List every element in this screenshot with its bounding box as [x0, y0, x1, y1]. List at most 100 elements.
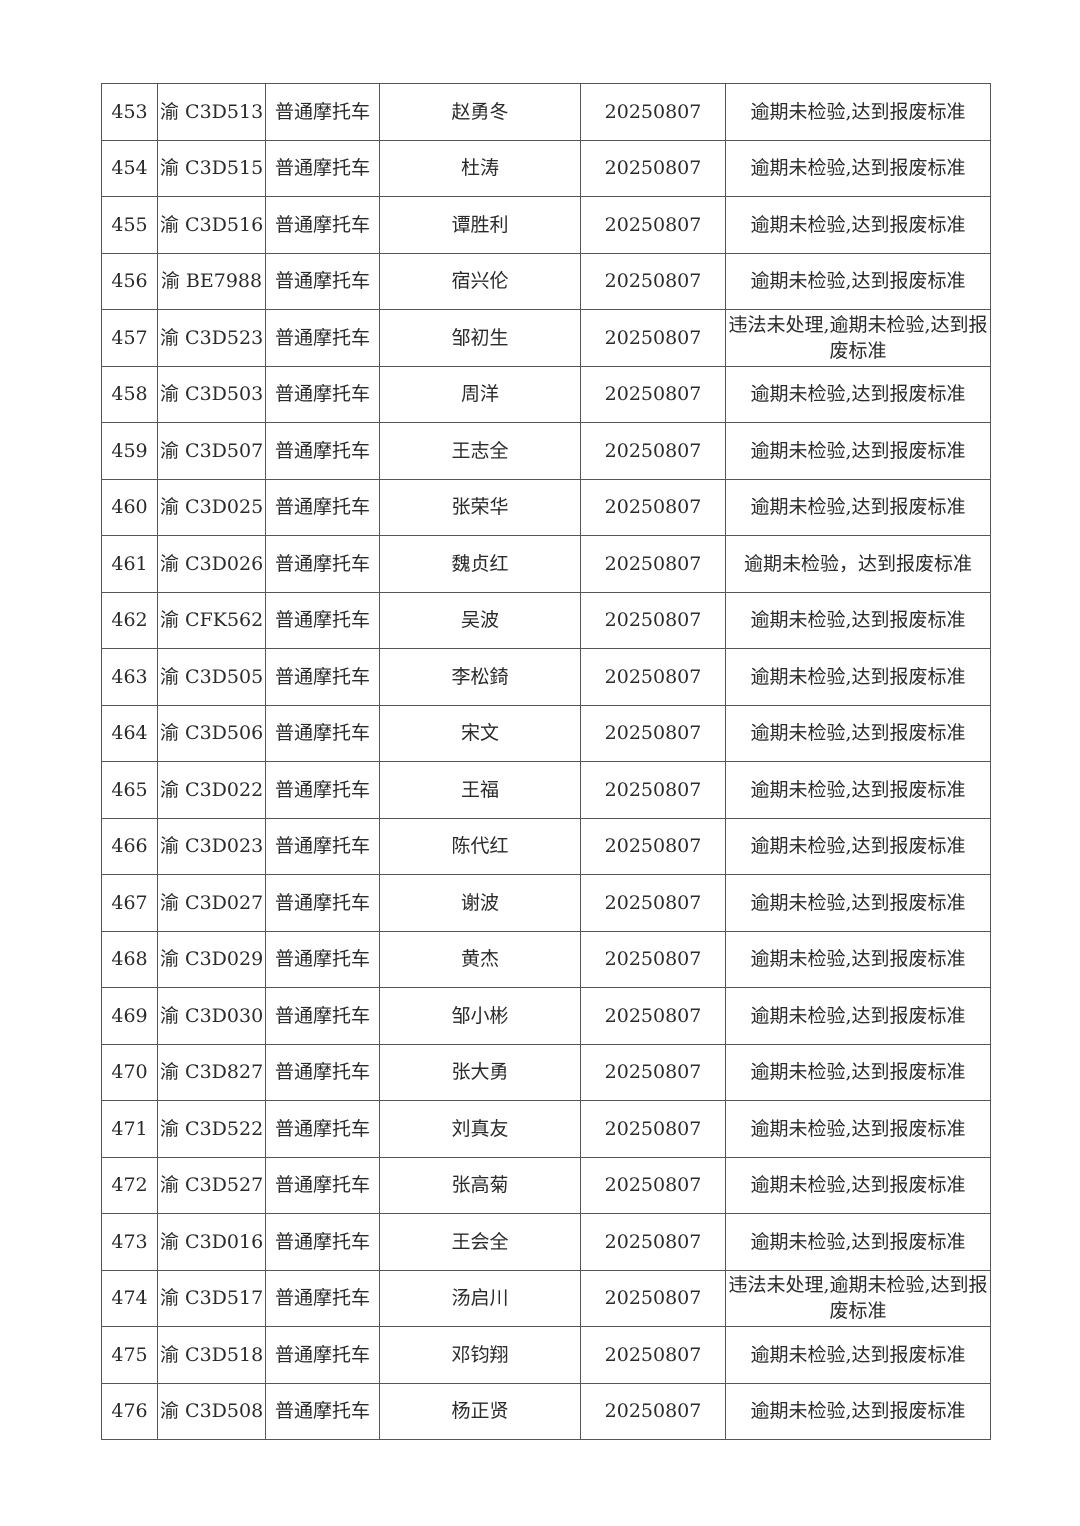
- table-row: 453 渝 C3D513 普通摩托车 赵勇冬 20250807 逾期未检验,达到报废标准: [101, 83, 991, 141]
- owner-name-cell: 谭胜利: [379, 196, 581, 254]
- owner-name-cell: 周洋: [379, 365, 581, 423]
- vehicle-type-cell: 普通摩托车: [265, 1269, 380, 1327]
- plate-number-cell: 渝 C3D527: [157, 1156, 266, 1214]
- plate-number-cell: 渝 C3D506: [157, 704, 266, 762]
- owner-name-cell: 宿兴伦: [379, 252, 581, 310]
- date-cell: 20250807: [580, 1100, 726, 1158]
- table-body: 453 渝 C3D513 普通摩托车 赵勇冬 20250807 逾期未检验,达到报废标准 4…: [101, 83, 991, 1440]
- row-number-cell: 473: [101, 1213, 158, 1271]
- reason-cell: 逾期未检验,达到报废标准: [725, 1382, 991, 1440]
- table-row: 455 渝 C3D516 普通摩托车 谭胜利 20250807 逾期未检验,达到报废标准: [101, 196, 991, 254]
- date-cell: 20250807: [580, 1213, 726, 1271]
- row-number-cell: 459: [101, 422, 158, 480]
- vehicle-type-cell: 普通摩托车: [265, 139, 380, 197]
- owner-name-cell: 陈代红: [379, 817, 581, 875]
- plate-number-cell: 渝 C3D523: [157, 309, 266, 367]
- date-cell: 20250807: [580, 535, 726, 593]
- row-number-cell: 467: [101, 874, 158, 932]
- reason-cell: 逾期未检验,达到报废标准: [725, 83, 991, 141]
- owner-name-cell: 张大勇: [379, 1043, 581, 1101]
- table-row: 469 渝 C3D030 普通摩托车 邹小彬 20250807 逾期未检验,达到报废标准: [101, 987, 991, 1045]
- reason-cell: 逾期未检验,达到报废标准: [725, 874, 991, 932]
- owner-name-cell: 张高菊: [379, 1156, 581, 1214]
- date-cell: 20250807: [580, 817, 726, 875]
- row-number-cell: 475: [101, 1326, 158, 1384]
- table-row: 454 渝 C3D515 普通摩托车 杜涛 20250807 逾期未检验,达到报废标准: [101, 139, 991, 197]
- reason-cell: 违法未处理,逾期未检验,达到报废标准: [725, 1269, 991, 1327]
- reason-cell: 逾期未检验,达到报废标准: [725, 648, 991, 706]
- table-row: 476 渝 C3D508 普通摩托车 杨正贤 20250807 逾期未检验,达到报废标准: [101, 1382, 991, 1440]
- reason-cell: 逾期未检验,达到报废标准: [725, 987, 991, 1045]
- row-number-cell: 471: [101, 1100, 158, 1158]
- date-cell: 20250807: [580, 365, 726, 423]
- table-row: 464 渝 C3D506 普通摩托车 宋文 20250807 逾期未检验,达到报废标准: [101, 704, 991, 762]
- plate-number-cell: 渝 C3D022: [157, 761, 266, 819]
- plate-number-cell: 渝 C3D029: [157, 930, 266, 988]
- table-row: 456 渝 BE7988 普通摩托车 宿兴伦 20250807 逾期未检验,达到报废标准: [101, 252, 991, 310]
- plate-number-cell: 渝 C3D026: [157, 535, 266, 593]
- row-number-cell: 466: [101, 817, 158, 875]
- date-cell: 20250807: [580, 761, 726, 819]
- row-number-cell: 453: [101, 83, 158, 141]
- date-cell: 20250807: [580, 252, 726, 310]
- owner-name-cell: 黄杰: [379, 930, 581, 988]
- reason-cell: 逾期未检验,达到报废标准: [725, 817, 991, 875]
- plate-number-cell: 渝 C3D023: [157, 817, 266, 875]
- date-cell: 20250807: [580, 648, 726, 706]
- table-row: 471 渝 C3D522 普通摩托车 刘真友 20250807 逾期未检验,达到报废标准: [101, 1100, 991, 1158]
- vehicle-type-cell: 普通摩托车: [265, 309, 380, 367]
- reason-cell: 逾期未检验,达到报废标准: [725, 139, 991, 197]
- vehicle-table: 453 渝 C3D513 普通摩托车 赵勇冬 20250807 逾期未检验,达到报废标准 4…: [101, 83, 991, 1440]
- vehicle-type-cell: 普通摩托车: [265, 1100, 380, 1158]
- reason-cell: 逾期未检验，达到报废标准: [725, 535, 991, 593]
- date-cell: 20250807: [580, 930, 726, 988]
- table-row: 466 渝 C3D023 普通摩托车 陈代红 20250807 逾期未检验,达到报废标准: [101, 817, 991, 875]
- row-number-cell: 455: [101, 196, 158, 254]
- owner-name-cell: 杜涛: [379, 139, 581, 197]
- vehicle-type-cell: 普通摩托车: [265, 1043, 380, 1101]
- table-row: 461 渝 C3D026 普通摩托车 魏贞红 20250807 逾期未检验，达到报废标准: [101, 535, 991, 593]
- vehicle-type-cell: 普通摩托车: [265, 874, 380, 932]
- reason-cell: 逾期未检验,达到报废标准: [725, 365, 991, 423]
- reason-cell: 逾期未检验,达到报废标准: [725, 591, 991, 649]
- row-number-cell: 462: [101, 591, 158, 649]
- plate-number-cell: 渝 C3D507: [157, 422, 266, 480]
- table-row: 468 渝 C3D029 普通摩托车 黄杰 20250807 逾期未检验,达到报废标准: [101, 930, 991, 988]
- vehicle-type-cell: 普通摩托车: [265, 1213, 380, 1271]
- reason-cell: 违法未处理,逾期未检验,达到报废标准: [725, 309, 991, 367]
- row-number-cell: 458: [101, 365, 158, 423]
- date-cell: 20250807: [580, 1043, 726, 1101]
- owner-name-cell: 汤启川: [379, 1269, 581, 1327]
- date-cell: 20250807: [580, 422, 726, 480]
- reason-cell: 逾期未检验,达到报废标准: [725, 422, 991, 480]
- plate-number-cell: 渝 C3D513: [157, 83, 266, 141]
- row-number-cell: 454: [101, 139, 158, 197]
- vehicle-type-cell: 普通摩托车: [265, 365, 380, 423]
- table-row: 472 渝 C3D527 普通摩托车 张高菊 20250807 逾期未检验,达到报废标准: [101, 1156, 991, 1214]
- row-number-cell: 469: [101, 987, 158, 1045]
- table-row: 474 渝 C3D517 普通摩托车 汤启川 20250807 违法未处理,逾期未检验,达…: [101, 1269, 991, 1327]
- vehicle-type-cell: 普通摩托车: [265, 930, 380, 988]
- vehicle-type-cell: 普通摩托车: [265, 761, 380, 819]
- owner-name-cell: 王福: [379, 761, 581, 819]
- plate-number-cell: 渝 C3D505: [157, 648, 266, 706]
- table-row: 475 渝 C3D518 普通摩托车 邓钧翔 20250807 逾期未检验,达到报废标准: [101, 1326, 991, 1384]
- vehicle-type-cell: 普通摩托车: [265, 535, 380, 593]
- row-number-cell: 463: [101, 648, 158, 706]
- reason-cell: 逾期未检验,达到报废标准: [725, 1213, 991, 1271]
- reason-cell: 逾期未检验,达到报废标准: [725, 252, 991, 310]
- vehicle-type-cell: 普通摩托车: [265, 196, 380, 254]
- row-number-cell: 465: [101, 761, 158, 819]
- plate-number-cell: 渝 C3D030: [157, 987, 266, 1045]
- table-row: 463 渝 C3D505 普通摩托车 李松錡 20250807 逾期未检验,达到报废标准: [101, 648, 991, 706]
- plate-number-cell: 渝 C3D515: [157, 139, 266, 197]
- vehicle-type-cell: 普通摩托车: [265, 422, 380, 480]
- date-cell: 20250807: [580, 591, 726, 649]
- vehicle-type-cell: 普通摩托车: [265, 704, 380, 762]
- owner-name-cell: 杨正贤: [379, 1382, 581, 1440]
- date-cell: 20250807: [580, 309, 726, 367]
- table-row: 462 渝 CFK562 普通摩托车 吴波 20250807 逾期未检验,达到报废标准: [101, 591, 991, 649]
- row-number-cell: 472: [101, 1156, 158, 1214]
- reason-cell: 逾期未检验,达到报废标准: [725, 1156, 991, 1214]
- vehicle-type-cell: 普通摩托车: [265, 1326, 380, 1384]
